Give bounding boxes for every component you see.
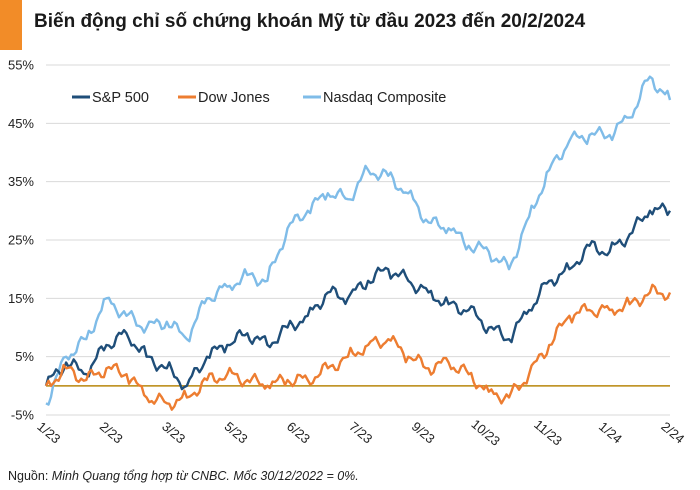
legend: S&P 500 Dow Jones Nasdaq Composite [72, 90, 446, 106]
x-tick-label: 9/23 [409, 419, 438, 447]
source-text: Minh Quang tổng hợp từ CNBC. Mốc 30/12/2… [51, 469, 359, 483]
x-tick-label: 11/23 [531, 417, 565, 449]
x-axis-ticks: 1/23 2/23 3/23 5/23 6/23 7/23 9/23 10/23 11/23 1/… [34, 416, 687, 448]
y-tick-label: 5% [15, 349, 34, 364]
y-axis-ticks: 55% 45% 35% 25% 15% 5% -5% [8, 58, 34, 423]
source-note: Nguồn: Minh Quang tổng hợp từ CNBC. Mốc … [8, 469, 359, 483]
title-accent-bar [0, 0, 22, 50]
legend-label: Dow Jones [198, 90, 270, 106]
y-tick-label: 25% [8, 233, 34, 248]
y-tick-label: 45% [8, 116, 34, 131]
series-line-s-p-500 [44, 202, 672, 391]
series-line-dow-jones [44, 283, 672, 411]
series-line-nasdaq-composite [45, 75, 672, 406]
y-tick-label: 15% [8, 291, 34, 306]
gridlines [46, 64, 670, 416]
x-tick-label: 3/23 [159, 419, 188, 447]
y-tick-label: 35% [8, 174, 34, 189]
x-tick-label: 2/23 [97, 419, 126, 447]
y-tick-label: -5% [11, 408, 35, 423]
x-tick-label: 1/23 [34, 419, 63, 447]
x-tick-label: 10/23 [468, 416, 503, 448]
chart-title: Biến động chỉ số chứng khoán Mỹ từ đầu 2… [34, 11, 586, 32]
x-tick-label: 7/23 [346, 419, 375, 447]
x-tick-label: 6/23 [284, 419, 313, 447]
y-tick-label: 55% [8, 58, 34, 73]
x-tick-label: 5/23 [222, 419, 251, 447]
source-lead: Nguồn: [8, 469, 49, 483]
series-lines [44, 75, 672, 411]
legend-label: S&P 500 [92, 90, 149, 106]
x-tick-label: 2/24 [658, 419, 687, 447]
legend-label: Nasdaq Composite [323, 90, 446, 106]
x-tick-label: 1/24 [596, 419, 625, 447]
